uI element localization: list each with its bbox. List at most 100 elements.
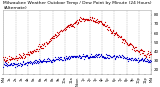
Point xyxy=(112,55,115,57)
Point xyxy=(60,30,63,31)
Point xyxy=(145,53,148,54)
Point xyxy=(88,18,91,19)
Point xyxy=(117,56,120,58)
Point xyxy=(42,60,44,61)
Point xyxy=(5,62,8,64)
Point xyxy=(140,49,143,51)
Point xyxy=(102,57,104,58)
Point xyxy=(56,31,59,33)
Point xyxy=(112,55,114,57)
Point xyxy=(90,19,92,20)
Point xyxy=(16,65,18,66)
Point xyxy=(97,22,100,24)
Point xyxy=(40,60,43,61)
Point xyxy=(73,23,76,24)
Point xyxy=(66,58,68,59)
Point xyxy=(59,30,61,32)
Point xyxy=(110,56,113,58)
Point xyxy=(109,55,112,56)
Point xyxy=(35,50,37,52)
Point xyxy=(88,57,91,59)
Point xyxy=(140,50,142,51)
Point xyxy=(122,38,125,39)
Point xyxy=(142,59,145,61)
Point xyxy=(122,39,124,41)
Point xyxy=(106,26,109,28)
Point xyxy=(40,61,42,62)
Point xyxy=(49,38,51,40)
Point xyxy=(138,59,140,61)
Point xyxy=(66,26,68,27)
Point xyxy=(126,44,129,45)
Point xyxy=(44,46,46,47)
Point xyxy=(83,19,86,20)
Point xyxy=(8,59,10,60)
Point xyxy=(131,57,134,58)
Point xyxy=(139,49,142,50)
Point xyxy=(42,60,45,61)
Point xyxy=(106,28,108,29)
Point xyxy=(91,57,94,58)
Point xyxy=(29,52,32,53)
Point xyxy=(83,55,86,56)
Point xyxy=(117,37,119,38)
Point xyxy=(83,21,85,22)
Point xyxy=(149,62,152,63)
Point xyxy=(138,59,141,60)
Point xyxy=(98,21,101,22)
Point xyxy=(83,56,85,57)
Point xyxy=(143,59,145,60)
Point xyxy=(47,60,49,61)
Point xyxy=(85,55,88,56)
Point xyxy=(62,29,64,31)
Point xyxy=(24,63,26,64)
Point xyxy=(150,61,152,62)
Point xyxy=(111,32,113,33)
Point xyxy=(98,21,100,23)
Point xyxy=(49,60,52,62)
Point xyxy=(91,16,93,18)
Point xyxy=(139,49,141,50)
Point xyxy=(137,61,139,63)
Point xyxy=(131,45,133,46)
Point xyxy=(36,60,38,62)
Point xyxy=(128,43,131,45)
Point xyxy=(68,57,71,58)
Point xyxy=(43,44,46,45)
Point xyxy=(70,55,72,57)
Point xyxy=(95,21,97,22)
Point xyxy=(75,57,78,58)
Point xyxy=(29,50,31,52)
Point xyxy=(10,64,13,66)
Point xyxy=(137,50,139,52)
Point xyxy=(109,56,112,58)
Point xyxy=(80,56,82,57)
Point xyxy=(132,60,135,61)
Point xyxy=(134,50,137,51)
Point xyxy=(49,59,51,60)
Point xyxy=(64,59,66,60)
Point xyxy=(89,17,92,18)
Point xyxy=(34,50,36,52)
Point xyxy=(67,26,69,27)
Point xyxy=(96,21,99,22)
Point xyxy=(56,59,58,60)
Point xyxy=(137,50,140,51)
Point xyxy=(28,53,30,54)
Point xyxy=(144,57,147,58)
Point xyxy=(98,53,101,54)
Point xyxy=(44,60,46,61)
Point xyxy=(85,55,87,56)
Point xyxy=(39,47,41,48)
Point xyxy=(80,17,82,19)
Point xyxy=(93,56,96,57)
Point xyxy=(14,58,17,59)
Point xyxy=(42,44,45,46)
Point xyxy=(115,56,118,57)
Point xyxy=(114,33,116,34)
Point xyxy=(101,23,103,24)
Point xyxy=(117,34,120,36)
Point xyxy=(4,64,6,66)
Point xyxy=(44,41,47,43)
Point xyxy=(109,31,112,32)
